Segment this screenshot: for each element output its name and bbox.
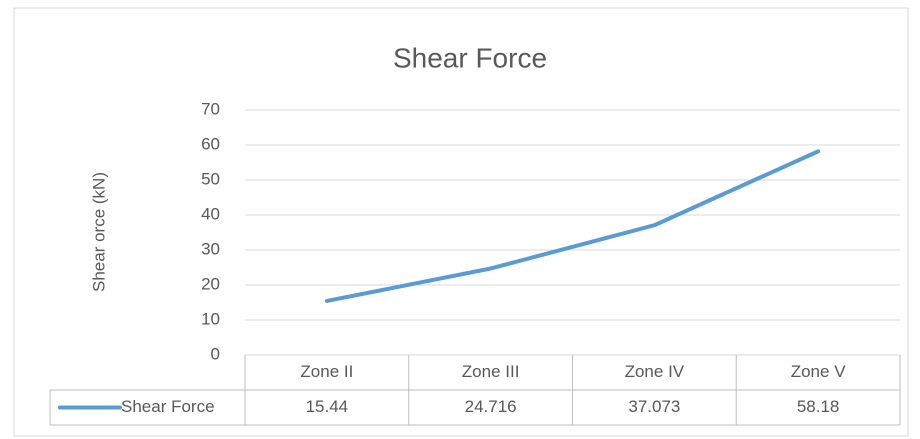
y-axis-label: Shear orce (kN) — [89, 172, 108, 292]
y-tick-label: 70 — [201, 99, 220, 118]
x-tick-label: Zone III — [462, 362, 520, 381]
table-value: 37.073 — [628, 397, 680, 416]
y-tick-label: 0 — [211, 344, 220, 363]
chart-border — [13, 7, 909, 437]
x-tick-label: Zone IV — [625, 362, 685, 381]
x-tick-label: Zone II — [300, 362, 353, 381]
table-value: 15.44 — [306, 397, 349, 416]
y-tick-label: 60 — [201, 134, 220, 153]
y-tick-label: 50 — [201, 169, 220, 188]
y-tick-label: 40 — [201, 204, 220, 223]
y-tick-label: 30 — [201, 239, 220, 258]
table-value: 24.716 — [465, 397, 517, 416]
table-value: 58.18 — [797, 397, 840, 416]
line-series — [324, 149, 821, 303]
y-tick-label: 10 — [201, 309, 220, 328]
legend-label: Shear Force — [121, 397, 215, 416]
y-tick-label: 20 — [201, 274, 220, 293]
chart-title: Shear Force — [393, 42, 547, 73]
x-tick-label: Zone V — [791, 362, 846, 381]
